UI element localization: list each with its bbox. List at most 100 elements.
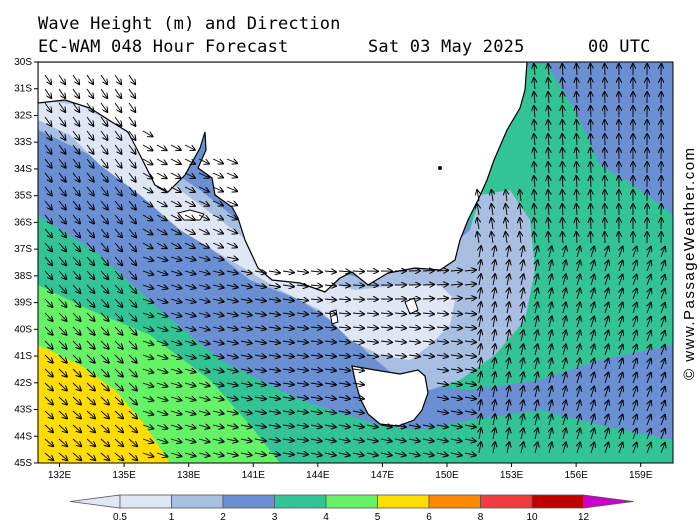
wave-arrow (268, 285, 280, 287)
lat-tick-label: 36S (14, 217, 32, 228)
wave-arrow (170, 313, 181, 316)
wave-arrow (464, 355, 476, 356)
wave-arrow (647, 373, 651, 384)
wave-arrow (562, 106, 563, 118)
wave-arrow (44, 424, 53, 432)
wave-arrow (619, 275, 623, 286)
wave-arrow (114, 144, 122, 154)
wave-arrow (254, 299, 266, 301)
wave-arrow (72, 438, 81, 446)
wave-arrow (184, 144, 195, 150)
wave-arrow (534, 92, 535, 104)
wave-arrow (72, 326, 81, 335)
wave-arrow (86, 298, 94, 307)
wave-arrow (128, 130, 136, 140)
wave-arrow (254, 327, 266, 329)
wave-arrow (86, 340, 95, 349)
wave-arrow (310, 453, 322, 455)
wave-arrow (605, 275, 608, 286)
wave-arrow (58, 382, 67, 391)
lat-tick-label: 43S (14, 405, 32, 416)
wave-arrow (170, 341, 181, 344)
wave-arrow (170, 257, 181, 260)
wave-arrow (493, 344, 495, 356)
legend-swatch (274, 494, 327, 509)
wave-arrow (647, 331, 651, 342)
wave-arrow (184, 327, 196, 330)
wave-arrow (142, 257, 153, 261)
wave-arrow (72, 256, 80, 265)
wave-arrow (577, 358, 580, 370)
wave-arrow (44, 74, 51, 84)
wave-arrow (576, 134, 577, 146)
wave-arrow (324, 411, 336, 413)
wave-arrow (563, 288, 566, 300)
wave-arrow (464, 341, 476, 342)
wave-arrow (563, 372, 566, 384)
wave-arrow (436, 298, 448, 299)
wave-arrow (156, 397, 167, 401)
wave-arrow (198, 285, 210, 288)
wave-arrow (380, 341, 392, 342)
wave-arrow (563, 316, 566, 328)
wave-arrow (479, 372, 481, 384)
lat-tick-label: 34S (14, 164, 32, 175)
wave-arrow (647, 289, 651, 300)
wave-arrow (436, 453, 448, 455)
wave-arrow (352, 369, 364, 371)
wave-arrow (562, 232, 563, 244)
wave-arrow (240, 299, 252, 301)
wave-arrow (100, 270, 108, 279)
wave-arrow (128, 228, 136, 237)
wave-arrow (170, 299, 181, 302)
wave-arrow (507, 260, 509, 272)
wave-arrow (605, 345, 608, 356)
wave-arrow (633, 275, 637, 286)
wave-arrow (491, 218, 493, 230)
wave-arrow (577, 400, 580, 412)
wave-arrow (72, 382, 81, 391)
wave-arrow (577, 316, 580, 328)
wave-arrow (661, 303, 665, 314)
wave-arrow (549, 246, 552, 258)
wave-arrow (86, 186, 94, 196)
wave-arrow (352, 439, 364, 441)
wave-arrow (619, 247, 623, 258)
wave-arrow (198, 257, 210, 260)
wave-arrow (198, 200, 209, 206)
wave-arrow (142, 313, 153, 317)
wave-arrow (170, 285, 181, 288)
wave-arrow (100, 326, 109, 335)
wave-arrow (661, 331, 665, 342)
wave-arrow (268, 383, 280, 385)
wave-arrow (549, 260, 552, 272)
wave-arrow (212, 228, 223, 234)
wave-arrow (240, 425, 252, 427)
wave-arrow (170, 158, 181, 164)
wave-arrow (563, 274, 566, 286)
wave-arrow (184, 425, 196, 428)
wave-arrow (493, 358, 495, 370)
wave-arrow (184, 299, 196, 302)
wave-arrow (507, 428, 509, 440)
wave-arrow (479, 400, 481, 412)
wave-arrow (590, 190, 591, 202)
wave-arrow (86, 242, 94, 251)
wave-arrow (240, 313, 252, 315)
wave-arrow (577, 414, 580, 426)
wave-arrow (44, 438, 53, 446)
wave-arrow (296, 299, 308, 300)
wave-arrow (86, 284, 94, 293)
wave-arrow (436, 369, 448, 371)
wave-arrow (156, 144, 167, 150)
wave-arrow (44, 452, 53, 460)
wave-arrow (507, 386, 509, 398)
wave-arrow (549, 442, 552, 454)
wave-arrow (44, 116, 51, 126)
wave-arrow (352, 327, 364, 328)
wave-arrow (86, 214, 94, 223)
lon-tick-label: 135E (112, 470, 136, 481)
wave-arrow (577, 428, 580, 440)
wave-arrow (352, 299, 364, 300)
wave-arrow (661, 345, 665, 356)
